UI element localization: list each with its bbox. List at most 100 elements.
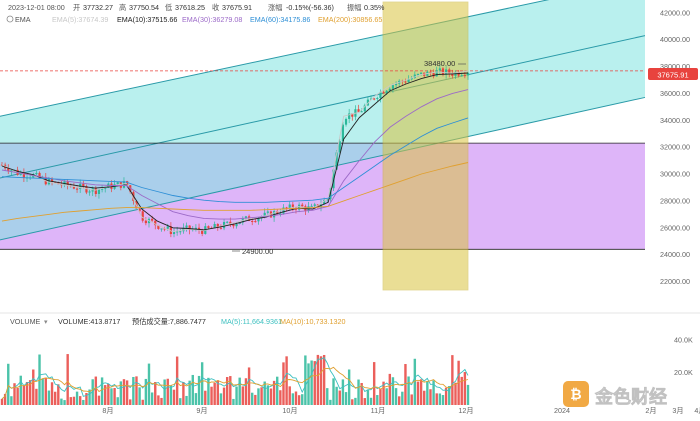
candle-body [363, 105, 366, 112]
candle-body [301, 204, 304, 207]
volume-bar [172, 389, 176, 405]
volume-bar [441, 395, 445, 405]
volume-bar [407, 376, 410, 405]
volume-bar [232, 398, 235, 405]
volume-bar [32, 369, 35, 405]
volume-bar [313, 361, 316, 405]
volume-bar [419, 379, 423, 405]
candle-body [310, 205, 313, 207]
candle-body [391, 85, 395, 89]
volume-bar [16, 387, 19, 405]
candle-body [451, 73, 454, 76]
candle-body [441, 68, 445, 75]
volume-bar [385, 388, 388, 405]
candle-body [163, 228, 166, 230]
candle-body [282, 207, 285, 214]
volume-bar [10, 396, 13, 405]
volume-bar [197, 375, 201, 405]
volume-bar [219, 393, 223, 405]
volume-bar [57, 384, 60, 405]
volume-bar [100, 377, 104, 405]
volume-bar [75, 391, 79, 405]
candle-body [466, 72, 470, 76]
volume-bar [22, 385, 26, 405]
candle-body [460, 75, 463, 77]
volume-bar [88, 389, 91, 405]
current-price-value: 37675.91 [657, 71, 688, 80]
candle-body [50, 179, 54, 182]
candle-body [172, 231, 176, 235]
candle-body [288, 204, 291, 209]
candle-body [291, 204, 294, 209]
x-tick-label: 2024 [554, 406, 570, 415]
volume-bar [397, 396, 401, 405]
volume-bar [116, 397, 119, 405]
volume-bar [94, 376, 98, 405]
volume-bar [44, 377, 47, 405]
candle-body [182, 227, 185, 232]
candle-body [66, 181, 69, 186]
volume-bar [276, 376, 279, 405]
candle-body [445, 69, 448, 75]
volume-bar [285, 356, 288, 405]
candle-body [97, 189, 101, 194]
price-tick-label: 28000.00 [660, 196, 690, 205]
candle-body [335, 152, 338, 170]
volume-bar [291, 393, 295, 405]
header-change: -0.15%(-56.36) [286, 3, 334, 12]
volume-bar [297, 395, 301, 405]
volume-bar [216, 380, 219, 405]
candle-body [185, 225, 188, 228]
candle-body [313, 204, 316, 206]
highlight-box [382, 1, 469, 291]
candle-body [72, 186, 76, 189]
candle-body [323, 200, 326, 205]
high-marker-label: 38480.00 [424, 59, 455, 68]
price-tick-label: 38000.00 [660, 62, 690, 71]
volume-bar [200, 362, 204, 405]
header-high-label: 高 [119, 3, 126, 12]
volume-bar [60, 398, 63, 405]
candle-body [129, 185, 132, 193]
header-close-label: 收 [212, 3, 219, 12]
candle-body [285, 207, 288, 209]
ema-eye-icon [6, 15, 14, 23]
volume-bar [3, 393, 7, 405]
volume-bar [347, 369, 351, 405]
low-marker-label: 24900.00 [242, 247, 273, 256]
volume-bar [38, 354, 41, 405]
volume-bar [379, 388, 382, 405]
volume-bar [63, 400, 66, 405]
volume-bar [122, 379, 126, 405]
candle-body [404, 81, 407, 83]
chevron-down-icon: ▾ [44, 319, 48, 326]
candle-body [35, 172, 38, 175]
volume-bar [341, 379, 345, 405]
candle-body [151, 218, 154, 221]
candle-body [116, 182, 119, 185]
volume-bar [251, 392, 254, 405]
volume-bar [50, 382, 54, 405]
volume-bar [463, 372, 467, 405]
candle-body [188, 225, 191, 230]
volume-bar [97, 395, 101, 405]
candle-body [104, 187, 107, 189]
candle-body [438, 68, 441, 71]
volume-legend: VOLUME ▾ VOLUME:413.8717 预估成交量:7,886.747… [10, 317, 346, 326]
coin-icon [563, 381, 589, 407]
volume-bar [13, 383, 16, 405]
candle-body [88, 191, 91, 193]
candle-body [410, 77, 413, 80]
candle-body [19, 172, 22, 175]
volume-bar [322, 354, 326, 405]
price-tick-label: 22000.00 [660, 277, 690, 286]
candle-body [138, 208, 141, 212]
header-open: 37732.27 [83, 3, 113, 12]
volume-tick-label: 20.0K [674, 368, 693, 377]
candle-body [463, 75, 466, 77]
candle-body [160, 228, 163, 230]
volume-bar [357, 379, 360, 405]
volume-bar [382, 381, 385, 405]
x-tick-label: 12月 [458, 406, 473, 415]
candle-body [351, 113, 354, 117]
